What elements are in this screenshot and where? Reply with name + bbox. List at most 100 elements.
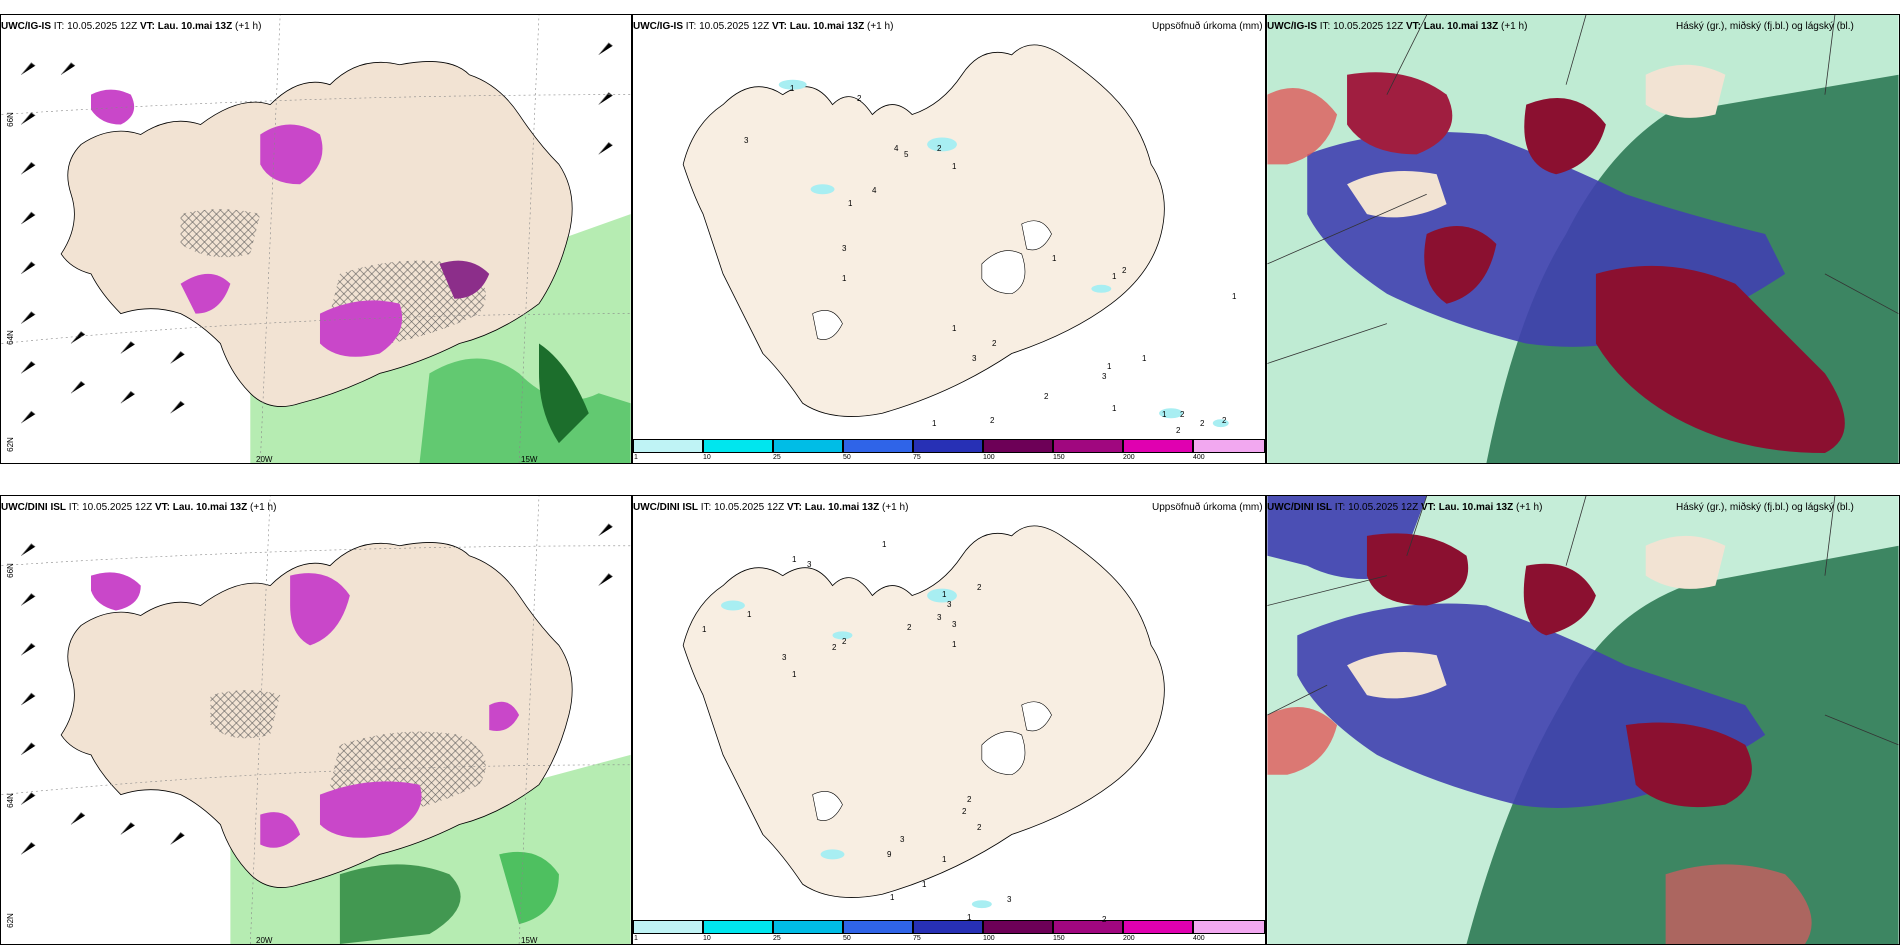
lon-label: 20W	[256, 455, 273, 464]
colorbar-swatch	[1193, 439, 1265, 453]
colorbar-tick: 400	[1193, 454, 1205, 461]
row1-header-synoptic: UWC/IG-IS IT: 10.05.2025 12Z VT: Lau. 10…	[1, 21, 261, 32]
valid-time: Lau. 10.mai 13Z	[172, 502, 248, 513]
lead-time: (+1 h)	[235, 21, 262, 32]
colorbar-swatch	[983, 439, 1053, 453]
init-time: IT: 10.05.2025 12Z	[700, 502, 785, 513]
init-time: IT: 10.05.2025 12Z	[1319, 21, 1404, 32]
cloud-title: Háský (gr.), miðský (fj.bl.) og lágský (…	[1676, 21, 1854, 32]
row2-header-precip: UWC/DINI ISL IT: 10.05.2025 12Z VT: Lau.…	[633, 502, 908, 513]
row1-header-precip: UWC/IG-IS IT: 10.05.2025 12Z VT: Lau. 10…	[633, 21, 893, 32]
lon-label: 20W	[256, 936, 273, 945]
cloud-map-row1	[1267, 15, 1899, 463]
row2-header-cloud: UWC/DINI ISL IT: 10.05.2025 12Z VT: Lau.…	[1267, 502, 1542, 513]
model-name: UWC/IG-IS	[1267, 21, 1317, 32]
colorbar-tick: 150	[1053, 935, 1065, 942]
model-name: UWC/IG-IS	[633, 21, 683, 32]
precip-map-row2	[633, 496, 1265, 944]
row2-header-synoptic: UWC/DINI ISL IT: 10.05.2025 12Z VT: Lau.…	[1, 502, 276, 513]
lat-label: 64N	[5, 793, 15, 808]
precip-title: Uppsöfnuð úrkoma (mm)	[1152, 502, 1263, 513]
valid-time-label: VT:	[154, 502, 170, 513]
precip-map-panel-row2: 1 10 25 50 75 100 150 200 400	[632, 495, 1266, 945]
model-name: UWC/DINI ISL	[1267, 502, 1332, 513]
colorbar-swatch	[633, 439, 703, 453]
valid-time: Lau. 10.mai 13Z	[789, 21, 865, 32]
colorbar-swatch	[703, 439, 773, 453]
valid-time: Lau. 10.mai 13Z	[1438, 502, 1514, 513]
lat-label: 66N	[5, 112, 15, 127]
lon-label: 15W	[521, 936, 538, 945]
cloud-map-panel-row1	[1266, 14, 1900, 464]
synoptic-map-row1	[1, 15, 631, 463]
synoptic-map-panel-row1: 66N 64N 62N 20W 15W	[0, 14, 632, 464]
colorbar-swatch	[843, 439, 913, 453]
lat-label: 62N	[5, 913, 15, 928]
valid-time-label: VT:	[139, 21, 155, 32]
valid-time-label: VT:	[1420, 502, 1436, 513]
colorbar-tick: 100	[983, 935, 995, 942]
colorbar-tick: 1	[634, 454, 638, 461]
lat-label: 62N	[5, 437, 15, 452]
valid-time-label: VT:	[771, 21, 787, 32]
lat-label: 64N	[5, 330, 15, 345]
colorbar-tick: 50	[843, 454, 851, 461]
row1-header-cloud: UWC/IG-IS IT: 10.05.2025 12Z VT: Lau. 10…	[1267, 21, 1527, 32]
model-name: UWC/IG-IS	[1, 21, 51, 32]
colorbar-tick: 50	[843, 935, 851, 942]
colorbar-tick: 25	[773, 454, 781, 461]
colorbar-swatch	[633, 920, 703, 934]
colorbar-swatch	[1123, 920, 1193, 934]
cloud-map-panel-row2	[1266, 495, 1900, 945]
synoptic-map-row2	[1, 496, 631, 944]
valid-time-label: VT:	[1405, 21, 1421, 32]
valid-time: Lau. 10.mai 13Z	[804, 502, 880, 513]
init-time: IT: 10.05.2025 12Z	[685, 21, 770, 32]
colorbar-tick: 200	[1123, 935, 1135, 942]
precip-map-panel-row1: 1 10 25 50 75 100 150 200 400	[632, 14, 1266, 464]
colorbar-swatch	[983, 920, 1053, 934]
colorbar-swatch	[843, 920, 913, 934]
colorbar-tick: 10	[703, 935, 711, 942]
lead-time: (+1 h)	[1516, 502, 1543, 513]
colorbar-tick: 200	[1123, 454, 1135, 461]
colorbar-tick: 10	[703, 454, 711, 461]
valid-time: Lau. 10.mai 13Z	[1423, 21, 1499, 32]
lat-label: 66N	[5, 563, 15, 578]
colorbar-tick: 1	[634, 935, 638, 942]
valid-time-label: VT:	[786, 502, 802, 513]
colorbar-swatch	[773, 439, 843, 453]
colorbar: 1 10 25 50 75 100 150 200 400	[633, 439, 1265, 463]
lead-time: (+1 h)	[1501, 21, 1528, 32]
colorbar-swatch	[913, 439, 983, 453]
colorbar-tick: 25	[773, 935, 781, 942]
init-time: IT: 10.05.2025 12Z	[53, 21, 138, 32]
colorbar-swatch	[1053, 920, 1123, 934]
colorbar-tick: 75	[913, 935, 921, 942]
colorbar-tick: 150	[1053, 454, 1065, 461]
model-name: UWC/DINI ISL	[633, 502, 698, 513]
colorbar: 1 10 25 50 75 100 150 200 400	[633, 920, 1265, 944]
cloud-map-row2	[1267, 496, 1899, 944]
lon-label: 15W	[521, 455, 538, 464]
precip-title: Uppsöfnuð úrkoma (mm)	[1152, 21, 1263, 32]
lead-time: (+1 h)	[882, 502, 909, 513]
synoptic-map-panel-row2: 66N 64N 62N 20W 15W	[0, 495, 632, 945]
model-name: UWC/DINI ISL	[1, 502, 66, 513]
lead-time: (+1 h)	[867, 21, 894, 32]
colorbar-tick: 100	[983, 454, 995, 461]
colorbar-swatch	[1053, 439, 1123, 453]
colorbar-swatch	[773, 920, 843, 934]
lead-time: (+1 h)	[250, 502, 277, 513]
colorbar-tick: 400	[1193, 935, 1205, 942]
init-time: IT: 10.05.2025 12Z	[68, 502, 153, 513]
colorbar-swatch	[913, 920, 983, 934]
colorbar-tick: 75	[913, 454, 921, 461]
colorbar-swatch	[1123, 439, 1193, 453]
colorbar-swatch	[1193, 920, 1265, 934]
precip-map-row1	[633, 15, 1265, 463]
colorbar-swatch	[703, 920, 773, 934]
cloud-title: Háský (gr.), miðský (fj.bl.) og lágský (…	[1676, 502, 1854, 513]
init-time: IT: 10.05.2025 12Z	[1334, 502, 1419, 513]
valid-time: Lau. 10.mai 13Z	[157, 21, 233, 32]
